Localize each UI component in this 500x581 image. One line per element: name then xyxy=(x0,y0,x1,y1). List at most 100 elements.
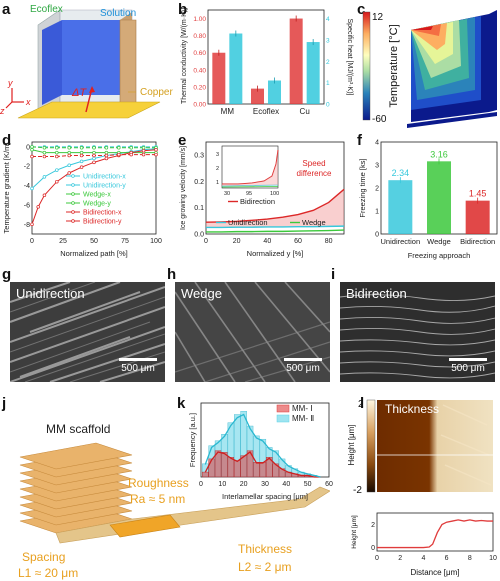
b-ylabel-right: Specific heat [MJ/(m³·K)] xyxy=(346,18,353,95)
b-ytick-right-0: 0 xyxy=(326,102,330,109)
d-legend-marker-0 xyxy=(71,174,75,178)
d-point-Unidirection-y-2 xyxy=(55,168,59,172)
d-xtick-2: 50 xyxy=(90,238,98,245)
k-legend-swatch-0 xyxy=(276,404,290,413)
l-title: Thickness xyxy=(385,402,439,416)
b-ytick-left-0: 0.00 xyxy=(193,102,206,109)
d-point-Wedge-y-2 xyxy=(55,150,59,155)
l-xtick-4: 8 xyxy=(468,555,472,562)
d-point-Wedge-x-3 xyxy=(67,146,71,150)
panel-letter-f: f xyxy=(357,132,362,149)
solution-label: Solution xyxy=(100,8,136,19)
f-ytick-4: 4 xyxy=(375,140,379,147)
sem-image-bidirection: Bidirection 500 μm xyxy=(340,282,495,382)
sem-image-unidirection: Unidirection 500 μm xyxy=(10,282,165,382)
j-spacing-label: Spacing xyxy=(22,550,65,564)
e-legend-label-1: Unidirection xyxy=(228,218,268,227)
e-annotation-1: Speed xyxy=(302,159,325,168)
k-bar-mm1-8 xyxy=(253,461,260,478)
c-colorbar xyxy=(362,11,371,121)
k-xtick-2: 20 xyxy=(240,481,248,488)
l-colorbar xyxy=(366,399,376,493)
panel-f-chart: 2.34 3.16 1.45 0 1 2 3 4 Unidirection Wedge Bidi… xyxy=(358,140,498,260)
panel-letter-d: d xyxy=(2,132,12,149)
d-point-Wedge-x-7 xyxy=(117,146,121,150)
c-cb-min: -60 xyxy=(372,114,387,125)
l-height-label: Height [μm] xyxy=(347,424,356,465)
e-inset-xtick-2: 100 xyxy=(270,191,279,197)
k-xtick-3: 30 xyxy=(261,481,269,488)
b-ytick-left-4: 0.80 xyxy=(193,33,206,40)
f-value-Bidirection: 1.45 xyxy=(469,189,487,199)
d-legend-label-1: Unidirection-y xyxy=(83,183,126,190)
e-inset-ytick-1: 2 xyxy=(216,166,219,172)
scale-label-g: 500 μm xyxy=(121,363,155,374)
e-ytick-2: 0.2 xyxy=(194,179,204,186)
panel-letter-g: g xyxy=(2,266,12,283)
d-point-Bidirection-y-7 xyxy=(117,152,121,157)
d-legend-marker-4 xyxy=(71,210,75,214)
c-fem-block xyxy=(407,10,497,128)
f-ytick-3: 3 xyxy=(375,163,379,170)
l-cb-min: -2 xyxy=(353,485,362,496)
e-inset-wedge xyxy=(221,186,279,188)
d-ytick-0: 0 xyxy=(26,144,30,151)
d-point-Bidirection-y-0 xyxy=(30,154,34,159)
e-inset-ytick-2: 3 xyxy=(216,152,219,158)
e-xtick-2: 40 xyxy=(263,238,271,245)
e-series-Unidirection xyxy=(206,225,345,229)
d-point-Unidirection-y-0 xyxy=(30,186,34,191)
c-cb-max: 12 xyxy=(372,12,384,23)
k-legend-label-1: MM- Ⅱ xyxy=(292,414,314,423)
b-ytick-right-4: 4 xyxy=(326,16,330,23)
f-ytick-0: 0 xyxy=(375,232,379,239)
e-xtick-0: 0 xyxy=(204,238,208,245)
f-bar-Wedge xyxy=(427,161,451,234)
panel-letter-e: e xyxy=(178,132,187,149)
solution-side xyxy=(42,20,62,105)
e-inset-xtick-0: 30 xyxy=(224,191,230,197)
e-annotation-2: difference xyxy=(297,169,333,178)
d-point-Wedge-y-6 xyxy=(104,150,109,155)
k-bar-mm1-4 xyxy=(227,457,235,478)
d-ytick-4: -8 xyxy=(24,222,30,229)
d-point-Wedge-x-8 xyxy=(129,146,133,150)
d-point-Wedge-x-2 xyxy=(55,146,59,150)
panel-letter-j: j xyxy=(2,395,7,412)
b-ytick-left-2: 0.40 xyxy=(193,67,206,74)
d-point-Wedge-x-9 xyxy=(141,146,146,150)
d-point-Wedge-x-1 xyxy=(42,146,47,150)
d-ytick-3: -6 xyxy=(24,202,30,209)
b-xtick-MM: MM xyxy=(221,107,235,116)
d-legend-label-0: Unidirection-x xyxy=(83,174,126,181)
f-value-Wedge: 3.16 xyxy=(430,149,448,159)
panel-letter-i: i xyxy=(331,266,336,283)
d-point-Bidirection-y-3 xyxy=(67,153,71,158)
c-cb-title: Temperature [°C] xyxy=(388,24,400,107)
b-ytick-right-1: 1 xyxy=(326,80,330,87)
sem-title-bidirection: Bidirection xyxy=(346,286,407,301)
l-profile-frame xyxy=(376,512,494,552)
f-ytick-1: 1 xyxy=(375,209,379,216)
k-bar-mm1-3 xyxy=(221,452,228,478)
b-ytick-right-3: 3 xyxy=(326,37,330,44)
axis-z-label: z xyxy=(0,106,5,116)
panel-c-temperature: 12 -60 Temperature [°C] xyxy=(362,10,497,128)
copper-plate xyxy=(119,19,137,109)
j-thickness-label: Thickness xyxy=(238,542,292,556)
e-series-Wedge xyxy=(206,229,345,233)
e-xtick-1: 20 xyxy=(233,238,241,245)
panel-letter-k: k xyxy=(177,395,186,412)
j-title: MM scaffold xyxy=(46,422,110,436)
d-point-Bidirection-x-1 xyxy=(36,205,40,209)
j-spacing-eq: L1 ≈ 20 μm xyxy=(18,566,78,580)
k-legend-swatch-1 xyxy=(276,414,290,423)
d-ytick-1: -2 xyxy=(24,164,30,171)
b-ylabel-left: Thermal conductivity [W/(m·K)] xyxy=(181,8,188,104)
b-bar-heat-Cu xyxy=(306,42,320,104)
b-ytick-right-2: 2 xyxy=(326,59,330,66)
k-bar-mm1-6 xyxy=(240,455,247,478)
d-point-Bidirection-x-4 xyxy=(67,171,71,175)
ecoflex-label: Ecoflex xyxy=(30,4,63,15)
k-fit-1 xyxy=(204,413,321,478)
